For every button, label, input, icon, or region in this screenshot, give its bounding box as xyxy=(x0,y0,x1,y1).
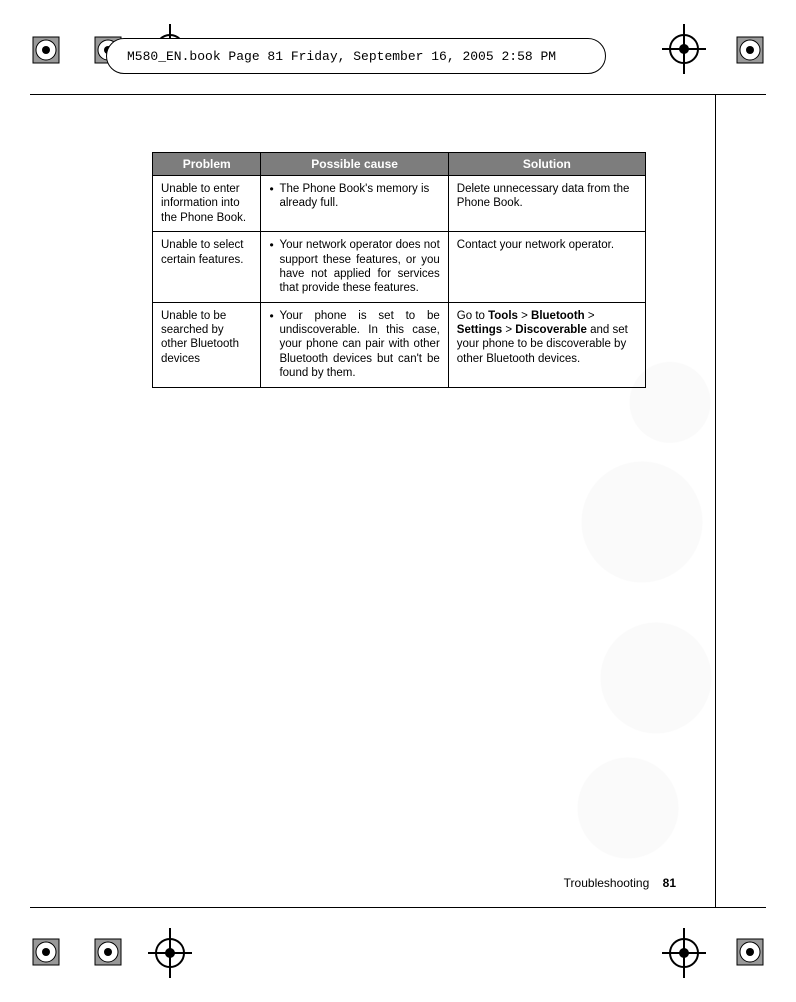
footer-section: Troubleshooting xyxy=(564,876,650,890)
crop-mark-icon xyxy=(736,938,764,966)
table-row: Unable to enter information into the Pho… xyxy=(153,176,646,232)
cell-cause: Your phone is set to be undiscoverable. … xyxy=(261,302,448,387)
cell-problem: Unable to enter information into the Pho… xyxy=(153,176,261,232)
col-header-solution: Solution xyxy=(448,153,645,176)
table-row: Unable to be searched by other Bluetooth… xyxy=(153,302,646,387)
cell-cause: Your network operator does not support t… xyxy=(261,232,448,303)
table-row: Unable to select certain features. Your … xyxy=(153,232,646,303)
right-rule xyxy=(715,94,716,908)
registration-cross-icon xyxy=(148,928,192,978)
page-footer: Troubleshooting 81 xyxy=(564,876,676,890)
col-header-cause: Possible cause xyxy=(261,153,448,176)
crop-mark-icon xyxy=(32,36,60,64)
cell-problem: Unable to be searched by other Bluetooth… xyxy=(153,302,261,387)
table-header-row: Problem Possible cause Solution xyxy=(153,153,646,176)
crop-mark-icon xyxy=(32,938,60,966)
cell-problem: Unable to select certain features. xyxy=(153,232,261,303)
cell-solution: Delete unnecessary data from the Phone B… xyxy=(448,176,645,232)
cell-solution: Go to Tools > Bluetooth > Settings > Dis… xyxy=(448,302,645,387)
bottom-rule xyxy=(30,907,766,908)
page-header-bubble: M580_EN.book Page 81 Friday, September 1… xyxy=(106,38,606,74)
crop-mark-icon xyxy=(94,938,122,966)
content-area: Problem Possible cause Solution Unable t… xyxy=(152,152,646,388)
cell-solution: Contact your network operator. xyxy=(448,232,645,303)
crop-mark-icon xyxy=(736,36,764,64)
top-rule xyxy=(30,94,766,95)
registration-cross-icon xyxy=(662,928,706,978)
registration-cross-icon xyxy=(662,24,706,74)
footer-page-number: 81 xyxy=(663,876,676,890)
page-header-text: M580_EN.book Page 81 Friday, September 1… xyxy=(127,49,556,64)
watermark-decor xyxy=(572,340,712,860)
cell-cause: The Phone Book's memory is already full. xyxy=(261,176,448,232)
troubleshooting-table: Problem Possible cause Solution Unable t… xyxy=(152,152,646,388)
col-header-problem: Problem xyxy=(153,153,261,176)
